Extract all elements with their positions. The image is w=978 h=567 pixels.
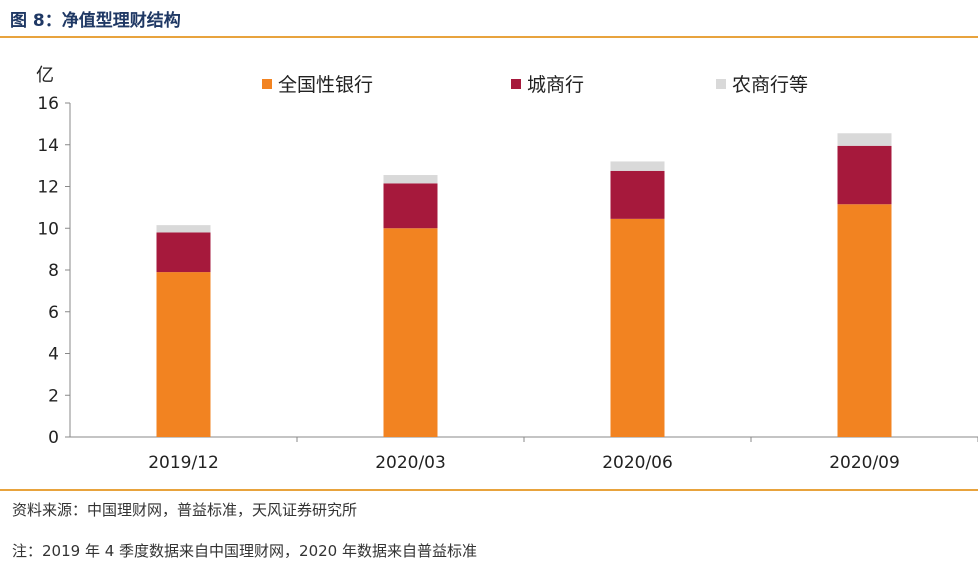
bar-segment-2 — [383, 183, 438, 229]
bar-segment-1 — [383, 228, 438, 437]
figure-title: 图 8：净值型理财结构 — [10, 11, 181, 31]
y-axis-label: 亿 — [36, 65, 54, 86]
stacked-bar-chart: 0 2 4 6 8 10 12 14 16 亿 2019/12 2020/03 2020/06 2020/… — [36, 65, 978, 473]
bar-segment-3 — [156, 225, 211, 233]
bar-segment-1 — [837, 204, 892, 437]
source-note: 资料来源：中国理财网，普益标准，天风证券研究所 — [12, 501, 358, 519]
y-tick-label: 2 — [48, 386, 59, 406]
legend-swatch — [716, 79, 726, 89]
y-tick-label: 0 — [48, 428, 59, 448]
y-tick-label: 4 — [48, 345, 59, 365]
bar-segment-2 — [610, 170, 665, 219]
x-tick-label: 2020/06 — [602, 453, 673, 473]
bar-segment-1 — [610, 218, 665, 437]
source-divider — [0, 489, 978, 491]
bar-segment-3 — [383, 175, 438, 184]
legend-label: 全国性银行 — [278, 74, 373, 96]
y-tick-label: 6 — [48, 303, 59, 323]
y-tick-label: 14 — [37, 136, 59, 156]
title-divider — [0, 36, 978, 38]
bar-segment-2 — [837, 145, 892, 205]
bar-segment-2 — [156, 232, 211, 273]
legend-label: 农商行等 — [732, 74, 808, 96]
legend-swatch — [262, 79, 272, 89]
y-tick-label: 16 — [37, 94, 59, 114]
footnote: 注：2019 年 4 季度数据来自中国理财网，2020 年数据来自普益标准 — [12, 542, 477, 560]
x-tick-label: 2020/09 — [829, 453, 900, 473]
y-tick-label: 12 — [37, 178, 59, 198]
y-tick-label: 10 — [37, 219, 59, 239]
bar-segment-1 — [156, 272, 211, 437]
legend-label: 城商行 — [527, 74, 584, 96]
bar-segment-3 — [610, 161, 665, 171]
bar-segment-3 — [837, 133, 892, 146]
legend-swatch — [511, 79, 521, 89]
y-tick-label: 8 — [48, 261, 59, 281]
x-tick-label: 2019/12 — [148, 453, 219, 473]
x-tick-label: 2020/03 — [375, 453, 446, 473]
